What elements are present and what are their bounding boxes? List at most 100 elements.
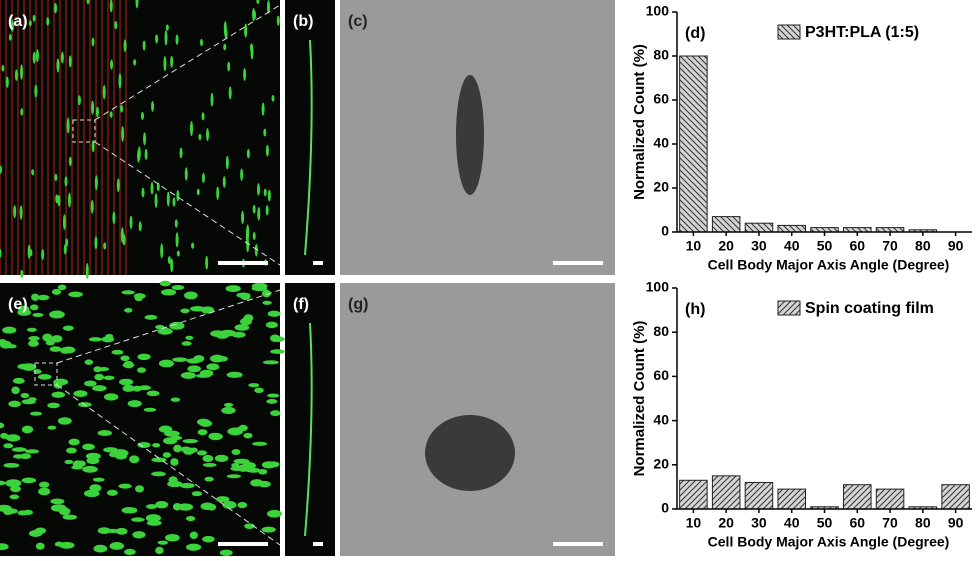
y-tick-label: 60 xyxy=(653,91,669,107)
cell xyxy=(109,451,118,458)
cell xyxy=(82,443,95,451)
cell xyxy=(186,543,202,551)
cell xyxy=(88,337,102,342)
cell xyxy=(134,295,143,302)
plot-frame xyxy=(677,12,972,232)
x-tick-label: 90 xyxy=(948,238,964,254)
x-tick-label: 20 xyxy=(718,515,734,531)
cell xyxy=(176,189,180,202)
cell xyxy=(66,447,77,454)
x-tick-label: 20 xyxy=(718,238,734,254)
cell xyxy=(223,402,234,407)
cell xyxy=(28,20,32,27)
cell xyxy=(122,362,135,368)
cell xyxy=(13,205,17,219)
cell xyxy=(129,215,133,229)
cell xyxy=(225,155,229,170)
cell xyxy=(202,535,215,543)
cell xyxy=(240,294,251,301)
cell xyxy=(210,92,214,107)
cell xyxy=(28,335,40,341)
bar xyxy=(777,224,806,233)
x-tick-label: 50 xyxy=(817,238,833,254)
cell xyxy=(263,188,267,197)
cell xyxy=(68,156,72,167)
cell xyxy=(118,378,134,386)
cell xyxy=(37,294,50,301)
cell xyxy=(109,0,113,13)
cell xyxy=(207,503,217,511)
axes xyxy=(676,12,972,233)
cell xyxy=(196,450,207,456)
cell xyxy=(66,117,70,134)
cell xyxy=(184,291,198,300)
cell xyxy=(152,442,161,448)
cell xyxy=(254,243,258,257)
cell xyxy=(227,61,231,72)
cell xyxy=(136,367,146,373)
cell xyxy=(54,173,58,182)
cell xyxy=(84,359,94,365)
y-tick-label: 80 xyxy=(653,323,669,339)
cell xyxy=(25,449,40,454)
bar xyxy=(875,488,905,510)
cell xyxy=(138,221,142,232)
cell xyxy=(28,340,39,347)
cell xyxy=(0,340,12,349)
cell xyxy=(202,454,214,463)
cell xyxy=(237,501,248,509)
bar xyxy=(744,222,774,233)
cell xyxy=(20,269,24,279)
x-tick-label: 80 xyxy=(915,238,931,254)
cell xyxy=(0,165,2,174)
cell xyxy=(179,482,195,489)
cell xyxy=(200,38,204,47)
cell xyxy=(93,544,108,553)
cell xyxy=(137,353,151,361)
cell xyxy=(49,310,65,319)
cell xyxy=(185,515,196,522)
cell xyxy=(456,75,484,195)
cell xyxy=(234,324,250,331)
cell xyxy=(8,400,21,408)
cell xyxy=(170,258,174,273)
cell xyxy=(159,280,171,287)
cell xyxy=(145,504,158,509)
cell xyxy=(103,375,115,381)
cell xyxy=(202,462,217,467)
cell xyxy=(90,200,94,214)
cell xyxy=(170,458,179,466)
cell xyxy=(240,317,252,326)
cell xyxy=(165,24,169,31)
cell xyxy=(252,204,256,214)
cell xyxy=(51,288,62,295)
cell xyxy=(262,360,279,365)
cell xyxy=(256,183,260,196)
panel-label: (a) xyxy=(8,13,28,30)
cell xyxy=(38,487,51,496)
cell xyxy=(121,290,135,295)
x-tick-label: 60 xyxy=(849,238,865,254)
panel-label: (b) xyxy=(293,13,313,30)
micrograph xyxy=(0,283,280,556)
cell xyxy=(137,149,141,163)
cell xyxy=(249,43,253,52)
cell xyxy=(68,55,72,68)
x-tick-label: 50 xyxy=(817,515,833,531)
cell xyxy=(181,341,192,346)
cell xyxy=(241,210,245,225)
zoom-box xyxy=(34,362,58,386)
cell xyxy=(180,308,190,314)
cell xyxy=(265,321,278,329)
cell xyxy=(206,128,210,142)
cell xyxy=(252,8,256,21)
panel-label: (c) xyxy=(348,13,368,30)
cell xyxy=(127,400,142,408)
cell xyxy=(242,462,256,470)
cell xyxy=(168,476,178,484)
cell xyxy=(146,520,162,526)
y-tick-label: 0 xyxy=(661,500,669,516)
cell xyxy=(62,325,74,331)
bar xyxy=(941,484,970,510)
cell xyxy=(226,474,242,479)
